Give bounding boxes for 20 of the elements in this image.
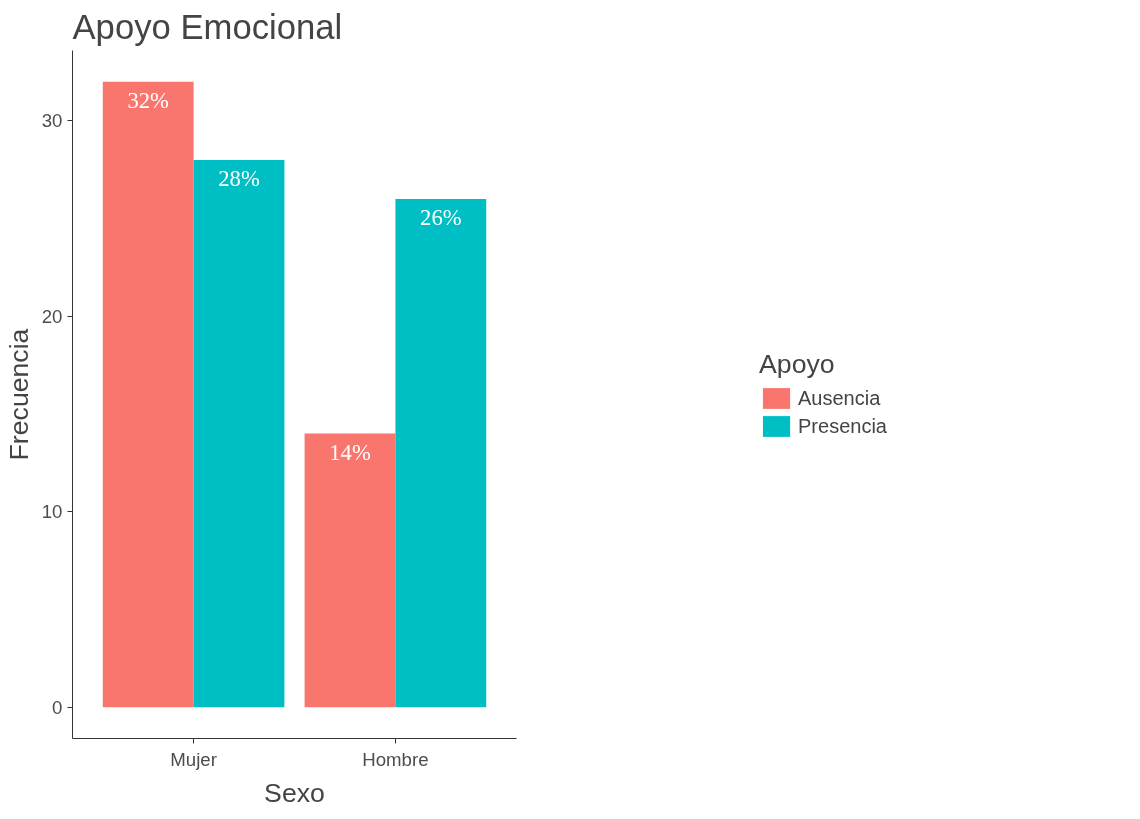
chart-title: Apoyo Emocional [72, 7, 343, 46]
y-tick-label: 10 [41, 501, 63, 523]
x-tick-label: Hombre [362, 748, 429, 770]
y-axis-title: Frecuencia [3, 328, 34, 461]
legend-label: Presencia [798, 414, 887, 438]
y-tick-label: 30 [41, 110, 63, 132]
bar [395, 199, 487, 708]
legend-title: Apoyo [759, 349, 836, 380]
data-label: 14% [329, 439, 371, 465]
legend-label: Ausencia [798, 386, 881, 410]
bar [102, 81, 194, 708]
data-label: 28% [218, 165, 260, 191]
x-axis-title: Sexo [264, 777, 325, 808]
data-label: 32% [127, 87, 170, 113]
y-tick-label: 0 [52, 696, 63, 718]
bar [193, 159, 285, 708]
y-tick-label: 20 [41, 305, 63, 327]
x-tick-label: Mujer [170, 748, 217, 770]
bar [304, 433, 396, 708]
data-label: 26% [420, 205, 462, 231]
